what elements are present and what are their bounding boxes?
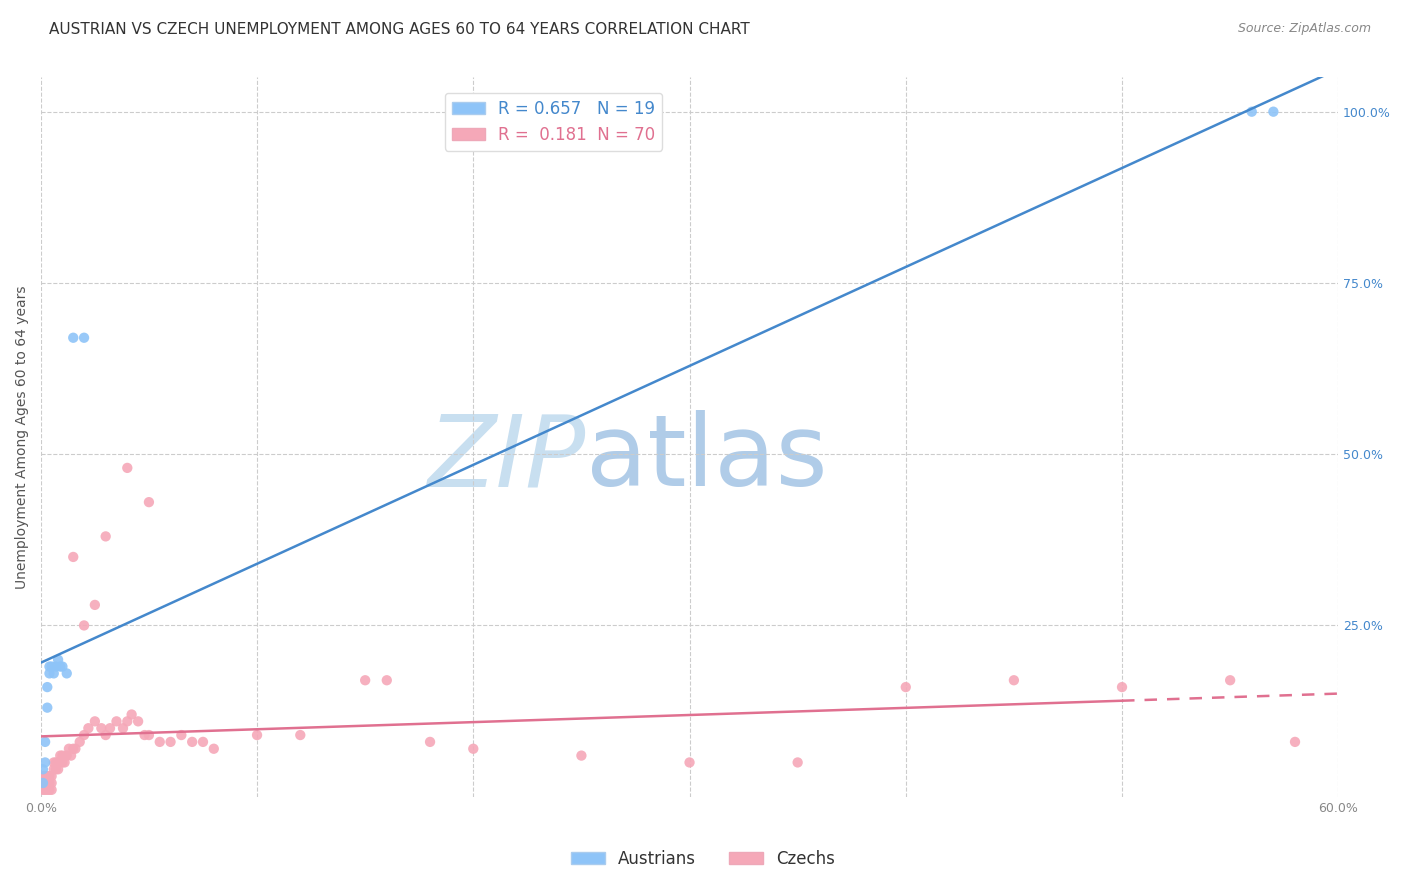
- Point: [45, 756, 67, 770]
- Point: [41, 776, 63, 790]
- Point: [32, 776, 55, 790]
- Point: [34, 735, 56, 749]
- Point: [73, 331, 96, 345]
- Point: [202, 741, 225, 756]
- Y-axis label: Unemployment Among Ages 60 to 64 years: Unemployment Among Ages 60 to 64 years: [15, 285, 30, 589]
- Point: [51, 659, 73, 673]
- Text: ZIP: ZIP: [427, 410, 586, 508]
- Point: [49, 748, 72, 763]
- Point: [45, 659, 67, 673]
- Point: [678, 756, 700, 770]
- Point: [117, 461, 139, 475]
- Point: [121, 707, 143, 722]
- Point: [46, 756, 69, 770]
- Point: [375, 673, 398, 688]
- Point: [73, 728, 96, 742]
- Point: [34, 782, 56, 797]
- Point: [32, 769, 55, 783]
- Point: [41, 659, 63, 673]
- Point: [38, 776, 60, 790]
- Point: [105, 714, 128, 729]
- Point: [34, 776, 56, 790]
- Point: [90, 721, 112, 735]
- Point: [159, 735, 181, 749]
- Legend: R = 0.657   N = 19, R =  0.181  N = 70: R = 0.657 N = 19, R = 0.181 N = 70: [444, 93, 662, 151]
- Point: [786, 756, 808, 770]
- Point: [41, 782, 63, 797]
- Point: [73, 618, 96, 632]
- Point: [32, 782, 55, 797]
- Point: [894, 680, 917, 694]
- Point: [41, 769, 63, 783]
- Point: [49, 659, 72, 673]
- Point: [170, 728, 193, 742]
- Point: [134, 728, 156, 742]
- Point: [463, 741, 485, 756]
- Point: [37, 680, 59, 694]
- Point: [42, 666, 65, 681]
- Point: [181, 735, 204, 749]
- Point: [1240, 104, 1263, 119]
- Point: [55, 748, 77, 763]
- Point: [51, 748, 73, 763]
- Point: [37, 776, 59, 790]
- Point: [127, 714, 149, 729]
- Point: [34, 769, 56, 783]
- Point: [46, 762, 69, 776]
- Point: [111, 721, 134, 735]
- Point: [38, 782, 60, 797]
- Point: [94, 728, 117, 742]
- Point: [45, 762, 67, 776]
- Legend: Austrians, Czechs: Austrians, Czechs: [565, 844, 841, 875]
- Text: Source: ZipAtlas.com: Source: ZipAtlas.com: [1237, 22, 1371, 36]
- Point: [117, 714, 139, 729]
- Point: [53, 756, 76, 770]
- Point: [69, 735, 91, 749]
- Point: [149, 735, 172, 749]
- Point: [191, 735, 214, 749]
- Point: [32, 762, 55, 776]
- Point: [1263, 104, 1285, 119]
- Point: [37, 769, 59, 783]
- Point: [77, 721, 100, 735]
- Point: [55, 666, 77, 681]
- Point: [42, 762, 65, 776]
- Point: [37, 700, 59, 714]
- Point: [1002, 673, 1025, 688]
- Point: [37, 782, 59, 797]
- Point: [1219, 673, 1241, 688]
- Point: [38, 769, 60, 783]
- Point: [1284, 735, 1306, 749]
- Point: [62, 549, 84, 564]
- Point: [65, 741, 87, 756]
- Text: AUSTRIAN VS CZECH UNEMPLOYMENT AMONG AGES 60 TO 64 YEARS CORRELATION CHART: AUSTRIAN VS CZECH UNEMPLOYMENT AMONG AGE…: [49, 22, 749, 37]
- Point: [138, 728, 160, 742]
- Point: [60, 748, 83, 763]
- Point: [83, 598, 105, 612]
- Point: [42, 756, 65, 770]
- Point: [62, 741, 84, 756]
- Point: [94, 529, 117, 543]
- Point: [98, 721, 121, 735]
- Point: [1111, 680, 1133, 694]
- Point: [32, 776, 55, 790]
- Point: [419, 735, 441, 749]
- Text: atlas: atlas: [586, 410, 827, 508]
- Point: [290, 728, 312, 742]
- Point: [246, 728, 269, 742]
- Point: [62, 331, 84, 345]
- Point: [138, 495, 160, 509]
- Point: [38, 659, 60, 673]
- Point: [46, 653, 69, 667]
- Point: [34, 756, 56, 770]
- Point: [83, 714, 105, 729]
- Point: [354, 673, 377, 688]
- Point: [38, 666, 60, 681]
- Point: [58, 741, 80, 756]
- Point: [571, 748, 593, 763]
- Point: [51, 756, 73, 770]
